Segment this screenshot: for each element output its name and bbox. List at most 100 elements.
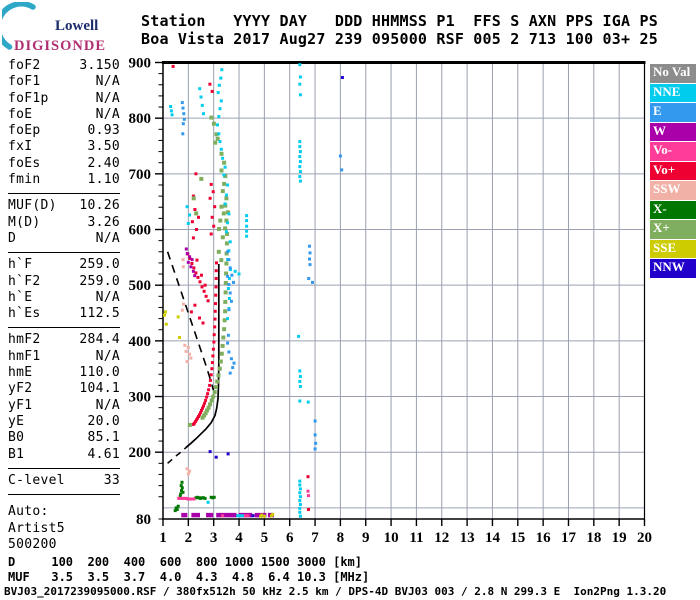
- parameter-value: 259.0: [79, 257, 120, 273]
- es-strip-segment: [216, 512, 237, 518]
- echo-series-x-: [173, 480, 216, 513]
- autoscaling-info-line: Artist5: [8, 520, 65, 536]
- legend-item-nne: NNE: [650, 83, 696, 102]
- parameter-group: h`F 259.0 h`F2 259.0 h`E N/A h`Es 112.5: [8, 257, 120, 322]
- muf-transmission-curve: [166, 251, 216, 396]
- legend-item-x+: X+: [650, 220, 696, 239]
- x-axis-label: 7: [311, 530, 319, 546]
- muf-table-muf-row: MUF 3.5 3.5 3.7 4.0 4.3 4.8 6.4 10.3 [MH…: [8, 569, 370, 584]
- parameter-label: C-level: [8, 472, 65, 488]
- echo-series-w: [184, 247, 197, 278]
- parameter-row-b0: B0 85.1: [8, 430, 120, 446]
- parameter-value: N/A: [95, 230, 120, 246]
- y-axis-label: 800: [129, 111, 152, 127]
- x-axis-label: 4: [235, 530, 243, 546]
- parameter-row-mufd: MUF(D) 10.26: [8, 198, 120, 214]
- x-axis-label: 11: [409, 530, 423, 546]
- echo-series-ssw: [180, 258, 193, 476]
- parameter-value: N/A: [95, 106, 120, 122]
- parameter-row-ye: yE 20.0: [8, 414, 120, 430]
- y-axis-label: 700: [129, 167, 152, 183]
- legend-item-w: W: [650, 122, 696, 141]
- parameter-label: yF1: [8, 397, 33, 413]
- parameter-label: D: [8, 230, 17, 246]
- echo-series-nne: [169, 63, 310, 518]
- echo-series-vo-: [177, 489, 310, 518]
- parameter-label: B1: [8, 446, 25, 462]
- es-strip-segment: [206, 512, 214, 518]
- y-axis-label: 600: [129, 223, 152, 239]
- parameter-label: foF2: [8, 58, 41, 73]
- parameter-value: N/A: [95, 74, 120, 90]
- legend-item-label: X+: [653, 220, 670, 235]
- parameter-label: h`Es: [8, 306, 41, 322]
- panel-divider: [8, 494, 120, 496]
- parameter-row-hf: h`F 259.0: [8, 257, 120, 273]
- legend-item-label: W: [653, 122, 666, 138]
- parameter-value: 20.0: [87, 413, 120, 429]
- parameter-value: 85.1: [87, 430, 120, 446]
- y-axis-label: 300: [129, 390, 152, 406]
- legend-item-label: Vo-: [653, 142, 673, 157]
- x-axis-label: 14: [485, 530, 501, 546]
- y-axis-label: 200: [129, 445, 152, 461]
- parameter-row-hmf1: hmF1 N/A: [8, 349, 120, 365]
- parameter-value: N/A: [95, 90, 120, 106]
- echo-series-sse: [163, 310, 275, 518]
- es-strip-segment: [181, 512, 188, 518]
- parameter-value: 110.0: [79, 365, 120, 381]
- parameter-value: 3.26: [87, 214, 120, 230]
- es-strip-segment: [254, 512, 267, 518]
- parameter-row-hmf2: hmF2 284.4: [8, 332, 120, 348]
- legend-item-label: X-: [653, 200, 667, 216]
- parameter-group: foF2 3.150 foF1 N/A foF1p N/A foE N/A foEp 0.93 fx…: [8, 58, 120, 188]
- es-strip-segment: [238, 512, 253, 518]
- electron-density-profile-line: [185, 264, 220, 449]
- muf-table: D 100 200 400 600 800 1000 1500 3000 [km…: [8, 555, 369, 584]
- y-axis-label: 500: [129, 278, 152, 294]
- parameter-row-b1: B1 4.61: [8, 447, 120, 463]
- parameter-label: fmin: [8, 172, 41, 188]
- autoscaling-info-line: Auto:: [8, 504, 49, 520]
- legend-item-noval: No Val: [650, 64, 696, 83]
- parameter-label: M(D): [8, 214, 41, 230]
- legend-item-x-: X-: [650, 200, 696, 219]
- header-line-values: Boa Vista 2017 Aug27 239 095000 RSF 005 …: [141, 30, 658, 48]
- parameter-value: 2.40: [87, 155, 120, 171]
- x-axis-label: 13: [460, 530, 475, 546]
- parameter-group: C-level 33: [8, 473, 120, 489]
- header-info: Station YYYY DAY DDD HHMMSS P1 FFS S AXN…: [141, 12, 658, 48]
- parameter-value: 4.61: [87, 446, 120, 462]
- parameter-row-hf2: h`F2 259.0: [8, 274, 120, 290]
- parameter-panel: foF2 3.150 foF1 N/A foF1p N/A foE N/A foEp 0.93 fx…: [8, 58, 120, 554]
- digisonde-logo: Lowell DIGISONDE: [2, 2, 105, 54]
- x-axis-label: 15: [510, 530, 525, 546]
- parameter-value: 33: [103, 472, 120, 488]
- echo-color-legend: No Val NNE E W Vo- Vo+ SSW X- X+ SSE NNW: [650, 64, 696, 279]
- parameter-label: MUF(D): [8, 198, 57, 214]
- parameter-value: 104.1: [79, 381, 120, 397]
- echo-series-e: [180, 101, 344, 451]
- parameter-row-hes: h`Es 112.5: [8, 306, 120, 322]
- parameter-value: 10.26: [79, 198, 120, 214]
- es-strip-segment: [191, 512, 200, 518]
- legend-item-vo+: Vo+: [650, 161, 696, 180]
- parameter-value: N/A: [95, 397, 120, 413]
- logo-arc-icon: [2, 2, 36, 50]
- logo-title: Lowell: [55, 18, 98, 34]
- parameter-label: foEs: [8, 155, 41, 171]
- parameter-label: foEp: [8, 123, 41, 139]
- parameter-label: h`F: [8, 257, 33, 273]
- profile-extrapolated-line: [167, 447, 187, 464]
- panel-divider: [8, 193, 120, 195]
- autoscaling-info-line: 500200: [8, 537, 57, 553]
- x-axis-label: 5: [261, 530, 269, 546]
- parameter-row-fxi: fxI 3.50: [8, 139, 120, 155]
- parameter-row-he: h`E N/A: [8, 290, 120, 306]
- x-axis-label: 10: [384, 530, 399, 546]
- parameter-row-foes: foEs 2.40: [8, 156, 120, 172]
- parameter-label: h`F2: [8, 273, 41, 289]
- parameter-row-yf1: yF1 N/A: [8, 398, 120, 414]
- echo-series-x+: [187, 115, 230, 427]
- legend-item-label: No Val: [653, 64, 691, 79]
